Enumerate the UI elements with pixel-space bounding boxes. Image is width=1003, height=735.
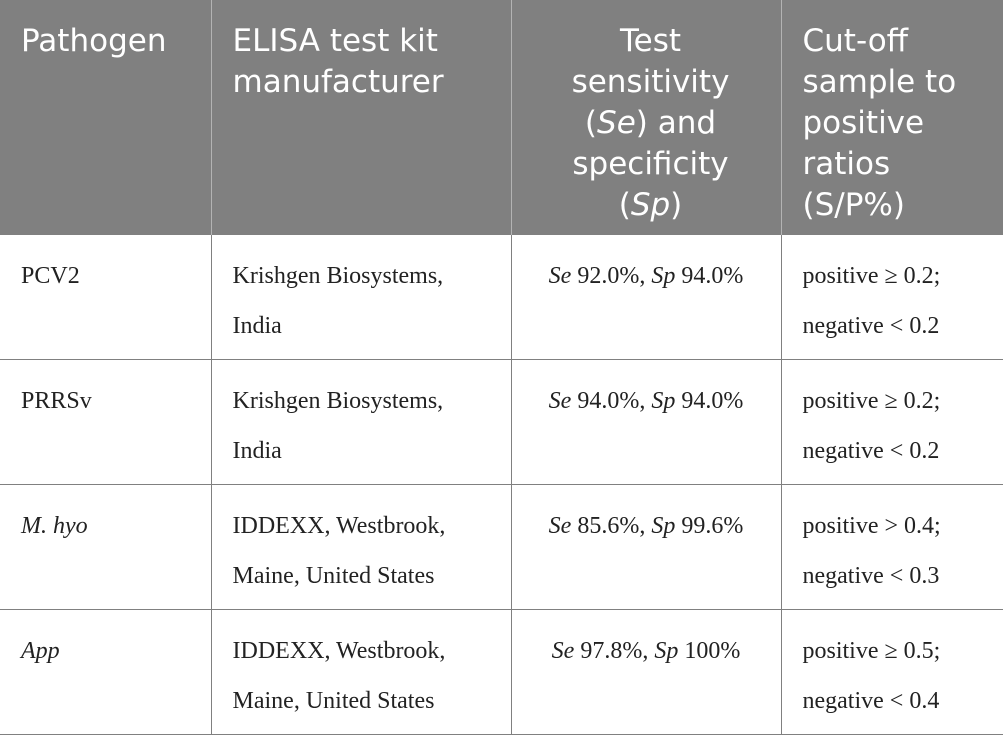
manufacturer-line: Krishgen Biosystems,: [232, 388, 444, 414]
cell-sensitivity: Se 94.0%, Sp 94.0%: [510, 359, 782, 485]
table-row: PRRSv Krishgen Biosystems, India Se 94.0…: [0, 359, 1003, 485]
header-line: Cut-off: [802, 23, 909, 59]
header-row: Pathogen ELISA test kit manufacturer Tes…: [0, 0, 1003, 235]
header-line: specificity: [572, 146, 729, 182]
header-line: (Se) and: [584, 105, 717, 141]
cell-manufacturer: IDDEXX, Westbrook, Maine, United States: [210, 484, 512, 610]
cutoff-positive: positive ≥ 0.2;: [802, 263, 941, 289]
cell-manufacturer: IDDEXX, Westbrook, Maine, United States: [210, 609, 512, 735]
se-value: 97.8%,: [580, 638, 649, 664]
sp-value: 99.6%: [681, 513, 744, 539]
cell-cutoff: positive ≥ 0.2; negative < 0.2: [780, 234, 1003, 360]
pathogen-name: PRRSv: [21, 388, 92, 414]
header-line: Test: [619, 23, 682, 59]
table-body: PCV2 Krishgen Biosystems, India Se 92.0%…: [0, 234, 1003, 735]
header-cutoff: Cut-off sample to positive ratios (S/P%): [781, 0, 1003, 235]
header-line: manufacturer: [232, 64, 444, 100]
manufacturer-line: India: [232, 438, 282, 464]
header-line: (Sp): [618, 187, 683, 223]
se-value: 85.6%,: [577, 513, 646, 539]
sp-label: Sp: [654, 638, 679, 664]
cutoff-negative: negative < 0.3: [802, 563, 940, 589]
cell-cutoff: positive ≥ 0.5; negative < 0.4: [780, 609, 1003, 735]
cell-manufacturer: Krishgen Biosystems, India: [210, 359, 512, 485]
cell-manufacturer: Krishgen Biosystems, India: [210, 234, 512, 360]
cutoff-positive: positive > 0.4;: [802, 513, 941, 539]
se-label: Se: [551, 638, 575, 664]
header-sp-abbrev: Sp: [630, 187, 671, 223]
header-pathogen: Pathogen: [0, 0, 212, 235]
sp-value: 94.0%: [681, 263, 744, 289]
cutoff-negative: negative < 0.4: [802, 688, 940, 714]
se-value: 94.0%,: [577, 388, 646, 414]
header-line: sensitivity: [571, 64, 730, 100]
cell-cutoff: positive > 0.4; negative < 0.3: [780, 484, 1003, 610]
sp-label: Sp: [651, 513, 676, 539]
table-row: App IDDEXX, Westbrook, Maine, United Sta…: [0, 609, 1003, 735]
header-manufacturer: ELISA test kit manufacturer: [211, 0, 512, 235]
header-line: sample to: [802, 64, 957, 100]
cell-sensitivity: Se 97.8%, Sp 100%: [510, 609, 782, 735]
cutoff-positive: positive ≥ 0.5;: [802, 638, 941, 664]
header-line: Pathogen: [21, 23, 167, 59]
manufacturer-line: Maine, United States: [232, 688, 435, 714]
sp-label: Sp: [651, 263, 676, 289]
se-label: Se: [548, 388, 572, 414]
table-row: PCV2 Krishgen Biosystems, India Se 92.0%…: [0, 234, 1003, 360]
se-value: 92.0%,: [577, 263, 646, 289]
cell-pathogen: PRRSv: [0, 359, 212, 485]
pathogen-name: PCV2: [21, 263, 80, 289]
cell-sensitivity: Se 85.6%, Sp 99.6%: [510, 484, 782, 610]
cell-pathogen: M. hyo: [0, 484, 212, 610]
table-row: M. hyo IDDEXX, Westbrook, Maine, United …: [0, 484, 1003, 610]
pathogen-name: App: [21, 638, 60, 664]
cutoff-positive: positive ≥ 0.2;: [802, 388, 941, 414]
header-line: ELISA test kit: [232, 23, 438, 59]
header-sensitivity: Test sensitivity (Se) and specificity (S…: [511, 0, 782, 235]
cell-pathogen: App: [0, 609, 212, 735]
sp-label: Sp: [651, 388, 676, 414]
manufacturer-line: Krishgen Biosystems,: [232, 263, 444, 289]
pathogen-name: M. hyo: [21, 513, 88, 539]
manufacturer-line: India: [232, 313, 282, 339]
sp-value: 94.0%: [681, 388, 744, 414]
cell-sensitivity: Se 92.0%, Sp 94.0%: [510, 234, 782, 360]
manufacturer-line: Maine, United States: [232, 563, 435, 589]
sp-value: 100%: [684, 638, 741, 664]
table-header: Pathogen ELISA test kit manufacturer Tes…: [0, 0, 1003, 235]
header-line: positive: [802, 105, 925, 141]
manufacturer-line: IDDEXX, Westbrook,: [232, 638, 446, 664]
cutoff-negative: negative < 0.2: [802, 313, 940, 339]
se-label: Se: [548, 263, 572, 289]
se-label: Se: [548, 513, 572, 539]
header-line: (S/P%): [802, 187, 905, 223]
manufacturer-line: IDDEXX, Westbrook,: [232, 513, 446, 539]
header-se-abbrev: Se: [597, 105, 636, 141]
header-line: ratios: [802, 146, 891, 182]
cell-cutoff: positive ≥ 0.2; negative < 0.2: [780, 359, 1003, 485]
cell-pathogen: PCV2: [0, 234, 212, 360]
cutoff-negative: negative < 0.2: [802, 438, 940, 464]
